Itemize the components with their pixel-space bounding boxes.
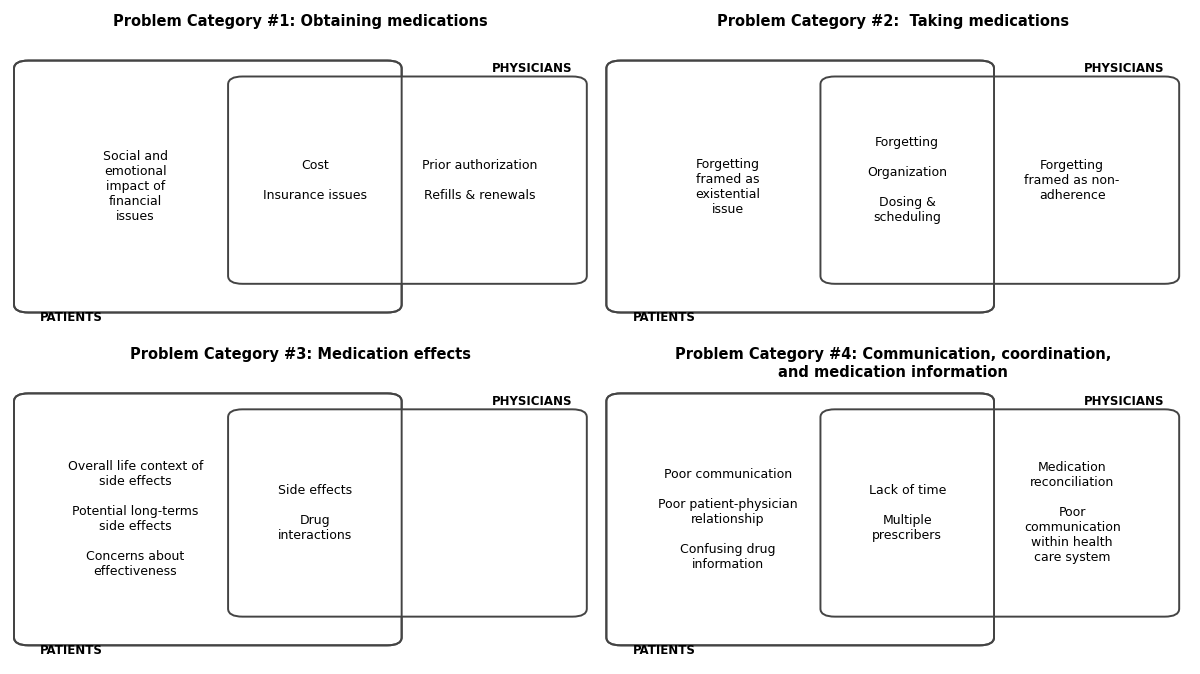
Text: Overall life context of
side effects

Potential long-terms
side effects

Concern: Overall life context of side effects Pot…	[68, 460, 203, 578]
Text: Problem Category #1: Obtaining medications: Problem Category #1: Obtaining medicatio…	[113, 14, 487, 29]
Text: Problem Category #4: Communication, coordination,
and medication information: Problem Category #4: Communication, coor…	[674, 347, 1111, 379]
Text: Poor communication

Poor patient-physician
relationship

Confusing drug
informat: Poor communication Poor patient-physicia…	[658, 468, 798, 571]
Text: Side effects

Drug
interactions: Side effects Drug interactions	[277, 484, 352, 542]
Text: PHYSICIANS: PHYSICIANS	[492, 62, 572, 75]
Text: PATIENTS: PATIENTS	[40, 311, 103, 324]
FancyBboxPatch shape	[821, 76, 1180, 284]
Text: PATIENTS: PATIENTS	[632, 311, 695, 324]
Text: Prior authorization

Refills & renewals: Prior authorization Refills & renewals	[422, 158, 538, 202]
Text: Forgetting
framed as
existential
issue: Forgetting framed as existential issue	[695, 158, 761, 216]
Text: Medication
reconciliation

Poor
communication
within health
care system: Medication reconciliation Poor communica…	[1024, 462, 1121, 565]
FancyBboxPatch shape	[228, 76, 587, 284]
Text: Problem Category #2:  Taking medications: Problem Category #2: Taking medications	[716, 14, 1069, 29]
FancyBboxPatch shape	[821, 409, 1180, 617]
Text: Problem Category #3: Medication effects: Problem Category #3: Medication effects	[130, 347, 470, 362]
FancyBboxPatch shape	[228, 409, 587, 617]
Text: PATIENTS: PATIENTS	[632, 644, 695, 656]
Text: PHYSICIANS: PHYSICIANS	[1085, 62, 1165, 75]
Text: Forgetting
framed as non-
adherence: Forgetting framed as non- adherence	[1025, 158, 1120, 202]
Text: Lack of time

Multiple
prescribers: Lack of time Multiple prescribers	[869, 484, 946, 542]
Text: Social and
emotional
impact of
financial
issues: Social and emotional impact of financial…	[103, 150, 168, 223]
Text: Cost

Insurance issues: Cost Insurance issues	[263, 158, 367, 202]
Text: Forgetting

Organization

Dosing &
scheduling: Forgetting Organization Dosing & schedul…	[868, 136, 947, 224]
Text: PHYSICIANS: PHYSICIANS	[1085, 395, 1165, 408]
Text: PHYSICIANS: PHYSICIANS	[492, 395, 572, 408]
Text: PATIENTS: PATIENTS	[40, 644, 103, 656]
